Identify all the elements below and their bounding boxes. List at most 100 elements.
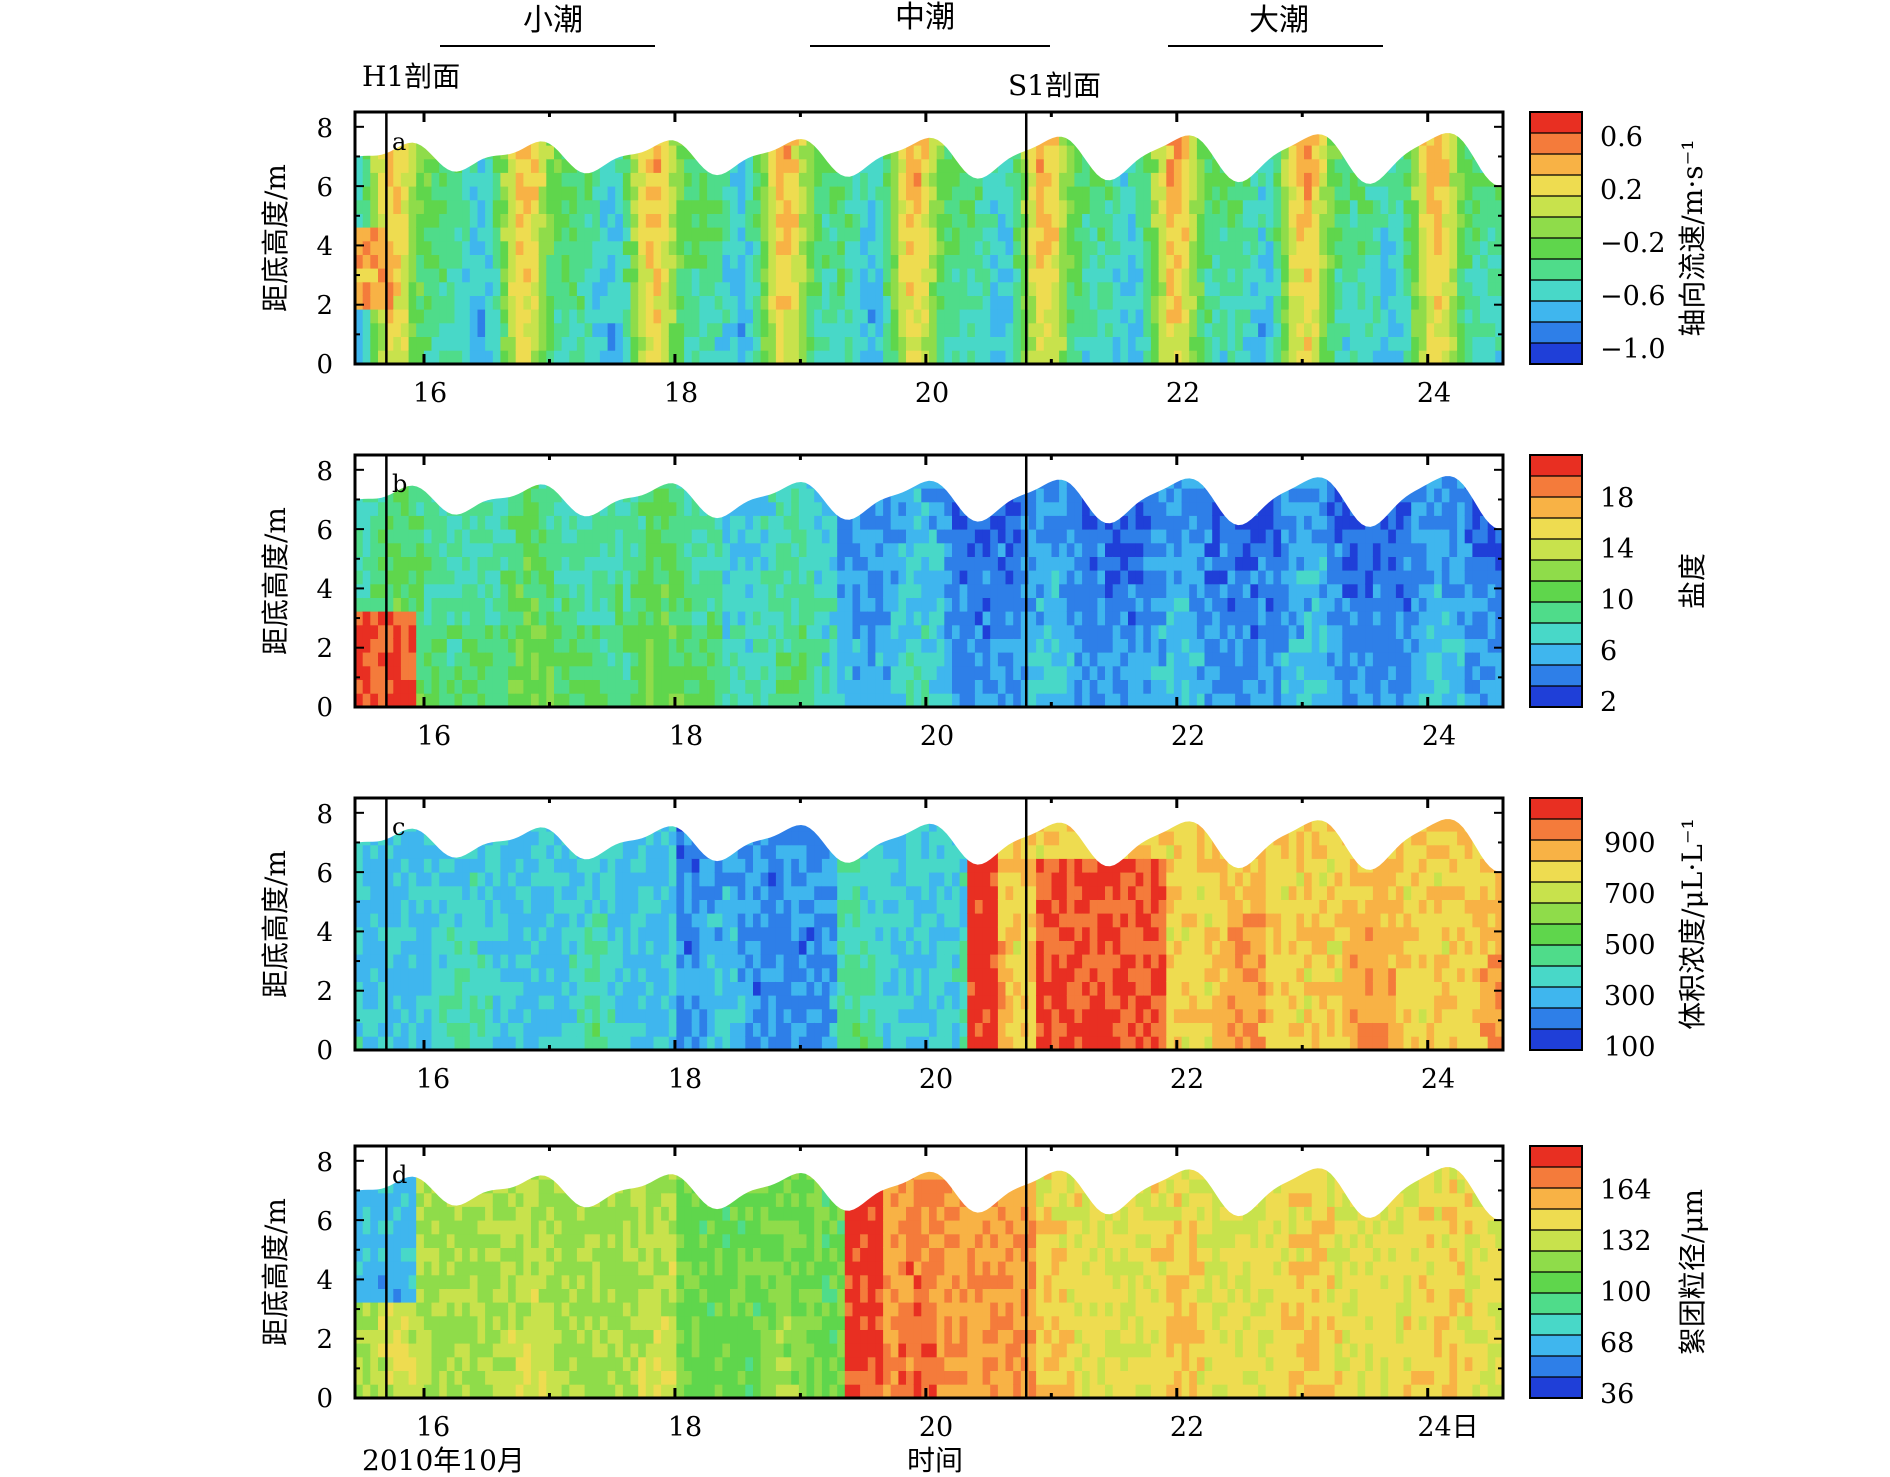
heatmap-cell: [814, 322, 823, 337]
heatmap-cell: [1327, 172, 1336, 187]
heatmap-cell: [898, 679, 907, 694]
heatmap-cell: [569, 172, 578, 187]
heatmap-cell: [1020, 501, 1030, 516]
heatmap-cell: [737, 570, 746, 585]
heatmap-cell: [760, 158, 769, 173]
heatmap-cell: [576, 199, 586, 214]
heatmap-cell: [1020, 240, 1030, 255]
heatmap-cell: [416, 281, 425, 296]
heatmap-cell: [423, 665, 433, 680]
heatmap-cell: [906, 186, 915, 201]
heatmap-cell: [485, 529, 494, 544]
heatmap-cell: [469, 254, 479, 269]
heatmap-cell: [1005, 693, 1014, 707]
heatmap-cell: [1051, 199, 1060, 214]
heatmap-cell: [852, 309, 861, 324]
heatmap-cell: [875, 158, 884, 173]
heatmap-cell: [1349, 227, 1359, 242]
above-surface-area: [355, 112, 1503, 186]
heatmap-cell: [791, 638, 800, 653]
heatmap-cell: [1265, 186, 1274, 201]
heatmap-cell: [1143, 652, 1152, 667]
heatmap-cell: [798, 199, 808, 214]
heatmap-cell: [676, 693, 685, 707]
heatmap-cell: [997, 638, 1007, 653]
heatmap-cell: [867, 268, 877, 283]
heatmap-cell: [599, 240, 609, 255]
heatmap-cell: [1480, 336, 1489, 351]
heatmap-cell: [760, 515, 769, 530]
heatmap-cell: [1043, 665, 1053, 680]
heatmap-cell: [714, 570, 723, 585]
heatmap-cell: [492, 556, 502, 571]
heatmap-cell: [1288, 309, 1297, 324]
heatmap-cell: [1388, 336, 1397, 351]
heatmap-cell: [997, 501, 1007, 516]
heatmap-cell: [554, 227, 563, 242]
panel-label-a: a: [392, 128, 406, 156]
heatmap-cell: [423, 254, 433, 269]
heatmap-cell: [1051, 501, 1060, 516]
heatmap-cell: [1273, 652, 1282, 667]
heatmap-cell: [929, 309, 938, 324]
heatmap-cell: [974, 679, 984, 694]
heatmap-cell: [1457, 186, 1466, 201]
heatmap-cell: [982, 597, 991, 612]
heatmap-cell: [661, 542, 670, 557]
heatmap-cell: [1120, 199, 1129, 214]
heatmap-cell: [783, 268, 792, 283]
heatmap-cell: [1411, 186, 1420, 201]
heatmap-cell: [1097, 350, 1106, 364]
heatmap-cell: [615, 213, 624, 228]
heatmap-cell: [393, 186, 402, 201]
heatmap-cell: [592, 281, 601, 296]
heatmap-cell: [959, 515, 968, 530]
heatmap-cell: [844, 542, 854, 557]
heatmap-cell: [737, 542, 746, 557]
heatmap-cell: [1150, 570, 1160, 585]
heatmap-cell: [500, 322, 509, 337]
heatmap-cell: [431, 158, 440, 173]
heatmap-cell: [1311, 199, 1320, 214]
heatmap-cell: [416, 158, 425, 173]
heatmap-cell: [791, 529, 800, 544]
heatmap-cell: [1449, 295, 1458, 310]
heatmap-cell: [492, 624, 502, 639]
heatmap-cell: [408, 556, 417, 571]
heatmap-cell: [699, 542, 708, 557]
heatmap-cell: [990, 254, 999, 269]
heatmap-cell: [622, 693, 632, 707]
heatmap-cell: [814, 638, 823, 653]
heatmap-cell: [1173, 158, 1183, 173]
heatmap-cell: [531, 172, 540, 187]
heatmap-cell: [829, 199, 838, 214]
heatmap-cell: [952, 199, 961, 214]
heatmap-cell: [1135, 336, 1144, 351]
heatmap-cell: [1334, 158, 1343, 173]
heatmap-cell: [439, 624, 448, 639]
heatmap-cell: [561, 597, 570, 612]
heatmap-cell: [1196, 529, 1206, 544]
heatmap-cell: [699, 638, 708, 653]
heatmap-cell: [967, 624, 976, 639]
heatmap-cell: [990, 583, 999, 598]
heatmap-cell: [362, 254, 371, 269]
heatmap-cell: [485, 665, 494, 680]
heatmap-cell: [730, 172, 739, 187]
heatmap-cell: [1235, 309, 1244, 324]
heatmap-cell: [1097, 227, 1106, 242]
heatmap-cell: [378, 515, 387, 530]
heatmap-cell: [906, 322, 915, 337]
heatmap-cell: [867, 529, 877, 544]
heatmap-cell: [1349, 322, 1359, 337]
heatmap-cell: [684, 556, 693, 571]
heatmap-cell: [1235, 295, 1244, 310]
heatmap-cell: [821, 186, 831, 201]
heatmap-cell: [615, 254, 624, 269]
heatmap-cell: [431, 679, 440, 694]
heatmap-cell: [1173, 336, 1183, 351]
heatmap-cell: [645, 281, 655, 296]
heatmap-cell: [798, 254, 808, 269]
heatmap-cell: [500, 158, 509, 173]
heatmap-cell: [1258, 172, 1267, 187]
